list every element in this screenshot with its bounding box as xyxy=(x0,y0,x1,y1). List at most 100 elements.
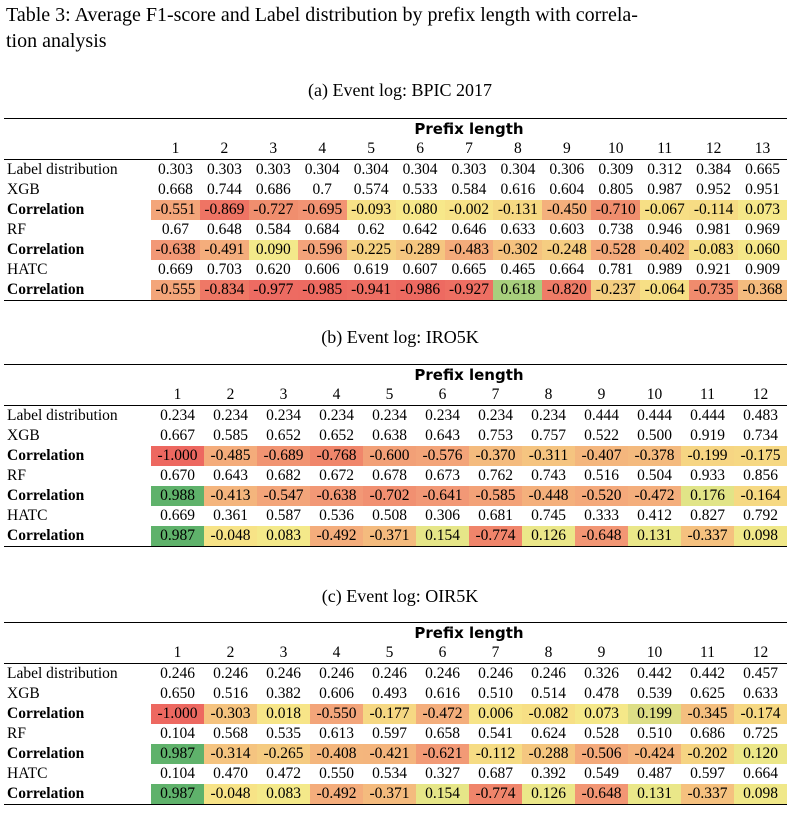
correlation-cell: -0.768 xyxy=(310,446,363,466)
correlation-cell: -1.000 xyxy=(151,446,204,466)
correlation-cell: -0.596 xyxy=(297,240,347,260)
value-cell: 0.384 xyxy=(696,161,732,178)
value-cell: 0.574 xyxy=(353,181,389,198)
correlation-cell: -0.450 xyxy=(542,200,592,220)
prefix-header-cell: 5 xyxy=(346,139,396,160)
value-cell: 0.682 xyxy=(266,467,301,484)
value-cell: 0.620 xyxy=(255,261,291,278)
correlation-cell: -0.600 xyxy=(363,446,416,466)
value-cell: 0.535 xyxy=(266,725,301,742)
correlation-cell: 0.083 xyxy=(257,526,310,547)
value-cell: 0.539 xyxy=(637,685,672,702)
row-label: Label distribution xyxy=(7,665,118,682)
value-cell: 0.304 xyxy=(500,161,536,178)
value-cell: 0.969 xyxy=(745,221,780,238)
value-cell: 0.681 xyxy=(478,507,513,524)
value-cell: 0.909 xyxy=(745,261,780,278)
value-cell: 0.234 xyxy=(531,407,566,424)
table-row: Correlation -0.638 -0.491 0.090 -0.596 -0.225… xyxy=(4,240,787,260)
value-cell: 0.246 xyxy=(425,665,460,682)
prefix-header-cell: 7 xyxy=(469,385,522,406)
prefix-header-cell: 11 xyxy=(681,385,734,406)
prefix-header-cell: 12 xyxy=(689,139,739,160)
row-label: Label distribution xyxy=(7,161,118,178)
value-cell: 0.624 xyxy=(531,725,566,742)
value-cell: 0.457 xyxy=(743,665,778,682)
correlation-cell: 0.073 xyxy=(738,200,787,220)
value-cell: 0.686 xyxy=(255,181,291,198)
value-cell: 0.487 xyxy=(637,765,672,782)
value-cell: 0.633 xyxy=(500,221,536,238)
correlation-cell: -0.941 xyxy=(346,280,396,301)
correlation-cell: -0.424 xyxy=(628,744,681,764)
value-cell: 0.326 xyxy=(584,665,619,682)
value-cell: 0.304 xyxy=(304,161,340,178)
value-cell: 0.616 xyxy=(425,685,460,702)
correlation-cell: -0.485 xyxy=(204,446,257,466)
value-cell: 0.514 xyxy=(531,685,566,702)
correlation-cell: -0.869 xyxy=(199,200,249,220)
correlation-cell: 0.120 xyxy=(734,744,787,764)
table-row: XGB 0.668 0.744 0.686 0.7 0.574 0.533 0.584 0.61… xyxy=(4,180,787,200)
value-cell: 0.246 xyxy=(319,665,354,682)
correlation-cell: -0.820 xyxy=(542,280,592,301)
table-row: Correlation 0.987 -0.048 0.083 -0.492 -0.371 0… xyxy=(4,526,787,547)
value-cell: 0.528 xyxy=(584,725,619,742)
table-row: XGB 0.650 0.516 0.382 0.606 0.493 0.616 0.510 0.… xyxy=(4,684,787,704)
value-cell: 0.678 xyxy=(372,467,407,484)
value-cell: 0.664 xyxy=(549,261,585,278)
prefix-length-header: Prefix length xyxy=(151,622,787,643)
value-cell: 0.246 xyxy=(478,665,513,682)
value-cell: 0.745 xyxy=(531,507,566,524)
value-cell: 0.303 xyxy=(206,161,242,178)
value-cell: 0.392 xyxy=(531,765,566,782)
value-cell: 0.472 xyxy=(266,765,301,782)
value-cell: 0.952 xyxy=(696,181,732,198)
value-cell: 0.933 xyxy=(690,467,725,484)
value-cell: 0.646 xyxy=(451,221,487,238)
correlation-cell: -0.345 xyxy=(681,704,734,724)
row-label: XGB xyxy=(7,181,40,198)
value-cell: 0.989 xyxy=(647,261,683,278)
value-cell: 0.333 xyxy=(584,507,619,524)
correlation-cell: -0.164 xyxy=(734,486,787,506)
correlation-cell: -0.421 xyxy=(363,744,416,764)
value-cell: 0.743 xyxy=(531,467,566,484)
prefix-header-cell: 6 xyxy=(416,385,469,406)
value-cell: 0.234 xyxy=(319,407,354,424)
correlation-cell: -0.638 xyxy=(151,240,200,260)
value-cell: 0.510 xyxy=(478,685,513,702)
value-cell: 0.234 xyxy=(266,407,301,424)
empty-corner xyxy=(4,118,151,139)
value-cell: 0.234 xyxy=(425,407,460,424)
correlation-cell: -0.337 xyxy=(681,784,734,805)
prefix-header-cell: 7 xyxy=(469,643,522,664)
value-cell: 0.483 xyxy=(743,407,778,424)
value-cell: 0.672 xyxy=(319,467,354,484)
prefix-header-cell: 11 xyxy=(681,643,734,664)
prefix-header-cell: 12 xyxy=(734,643,787,664)
correlation-cell: -0.202 xyxy=(681,744,734,764)
row-label: RF xyxy=(7,467,26,484)
value-cell: 0.805 xyxy=(598,181,634,198)
value-cell: 0.516 xyxy=(213,685,248,702)
correlation-cell: 0.080 xyxy=(395,200,445,220)
value-cell: 0.246 xyxy=(372,665,407,682)
correlation-cell: -0.064 xyxy=(640,280,690,301)
correlation-cell: -0.407 xyxy=(575,446,628,466)
correlation-cell: -0.370 xyxy=(469,446,522,466)
value-cell: 0.603 xyxy=(549,221,585,238)
prefix-header-row: 1 2 3 4 5 6 7 8 9 10 11 12 13 xyxy=(4,139,787,160)
value-cell: 0.303 xyxy=(255,161,291,178)
value-cell: 0.522 xyxy=(584,427,619,444)
prefix-header-cell: 11 xyxy=(640,139,690,160)
value-cell: 0.246 xyxy=(266,665,301,682)
table-row: Label distribution 0.234 0.234 0.234 0.234 0.… xyxy=(4,406,787,427)
correlation-cell: -0.520 xyxy=(575,486,628,506)
correlation-cell: -0.288 xyxy=(522,744,575,764)
correlation-cell: -0.048 xyxy=(204,784,257,805)
value-cell: 0.246 xyxy=(160,665,195,682)
prefix-header-cell: 13 xyxy=(738,139,787,160)
value-cell: 0.442 xyxy=(690,665,725,682)
value-cell: 0.444 xyxy=(584,407,619,424)
